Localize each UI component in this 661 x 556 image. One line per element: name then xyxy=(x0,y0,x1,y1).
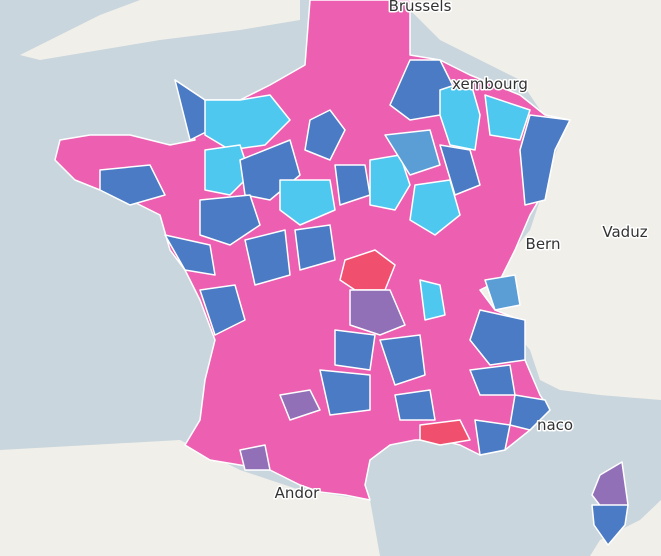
region xyxy=(369,154,411,211)
region xyxy=(199,284,246,336)
region xyxy=(474,419,511,456)
place-label: Brussels xyxy=(389,0,452,15)
region xyxy=(484,274,521,311)
place-label: Vaduz xyxy=(602,223,647,241)
region xyxy=(204,144,251,196)
region xyxy=(99,164,166,206)
region xyxy=(484,94,531,141)
place-label: xembourg xyxy=(452,75,528,93)
land-england xyxy=(20,0,300,60)
region xyxy=(409,179,461,236)
region xyxy=(279,179,336,226)
region xyxy=(294,224,336,271)
france xyxy=(54,0,629,546)
land-spain xyxy=(0,440,380,556)
region xyxy=(509,394,551,431)
region xyxy=(164,234,216,276)
region xyxy=(239,444,271,471)
region xyxy=(204,94,291,151)
region xyxy=(199,194,261,246)
region xyxy=(304,109,346,161)
region xyxy=(439,79,481,151)
region xyxy=(439,144,481,196)
region xyxy=(419,419,471,446)
region xyxy=(519,114,571,206)
place-label: Bern xyxy=(526,235,561,253)
region xyxy=(419,279,446,321)
region xyxy=(244,229,291,286)
region xyxy=(469,309,526,366)
region xyxy=(349,289,406,336)
place-label: naco xyxy=(537,416,573,434)
corsica-south xyxy=(591,504,629,546)
region xyxy=(394,389,436,421)
region xyxy=(279,389,321,421)
region xyxy=(319,369,371,416)
place-label: Andor xyxy=(275,484,320,502)
region xyxy=(379,334,426,386)
region xyxy=(384,129,441,176)
region xyxy=(334,329,376,371)
